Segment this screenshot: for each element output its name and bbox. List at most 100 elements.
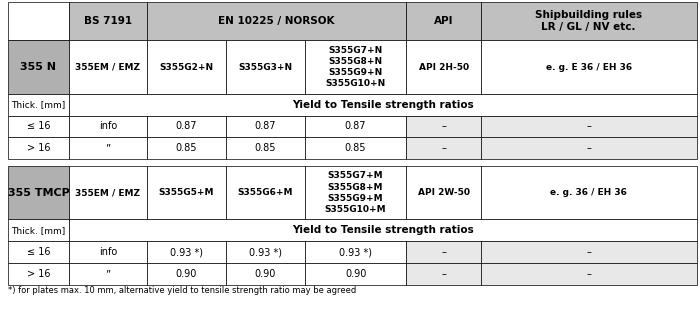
Text: –: – bbox=[441, 122, 446, 131]
Bar bbox=[147, 2, 407, 40]
Text: e. g. 36 / EH 36: e. g. 36 / EH 36 bbox=[550, 188, 627, 197]
Bar bbox=[407, 241, 481, 263]
Bar bbox=[407, 166, 481, 219]
Bar bbox=[69, 166, 147, 219]
Bar bbox=[69, 219, 696, 241]
Text: 0.87: 0.87 bbox=[176, 122, 197, 131]
Bar bbox=[225, 263, 304, 285]
Text: 0.90: 0.90 bbox=[345, 269, 366, 279]
Text: 0.93 *): 0.93 *) bbox=[169, 247, 203, 257]
Bar bbox=[225, 166, 304, 219]
Bar bbox=[407, 137, 481, 159]
Text: –: – bbox=[586, 269, 591, 279]
Text: 0.93 *): 0.93 *) bbox=[339, 247, 372, 257]
Text: 0.85: 0.85 bbox=[176, 143, 197, 153]
Text: 355EM / EMZ: 355EM / EMZ bbox=[76, 63, 141, 71]
Bar bbox=[304, 241, 407, 263]
Text: Thick. [mm]: Thick. [mm] bbox=[11, 226, 66, 235]
Text: info: info bbox=[99, 247, 117, 257]
Bar bbox=[69, 94, 696, 116]
Bar bbox=[69, 241, 147, 263]
Text: Shipbuilding rules
LR / GL / NV etc.: Shipbuilding rules LR / GL / NV etc. bbox=[535, 10, 642, 32]
Bar bbox=[304, 137, 407, 159]
Text: ”: ” bbox=[106, 269, 111, 279]
Text: –: – bbox=[441, 269, 446, 279]
Bar bbox=[481, 241, 696, 263]
Text: S355G6+M: S355G6+M bbox=[237, 188, 293, 197]
Text: ≤ 16: ≤ 16 bbox=[27, 122, 50, 131]
Bar bbox=[481, 116, 696, 137]
Bar bbox=[8, 166, 69, 219]
Text: ≤ 16: ≤ 16 bbox=[27, 247, 50, 257]
Bar bbox=[147, 40, 225, 94]
Text: –: – bbox=[441, 247, 446, 257]
Bar bbox=[481, 137, 696, 159]
Text: API: API bbox=[434, 16, 454, 26]
Bar bbox=[481, 263, 696, 285]
Bar bbox=[147, 241, 225, 263]
Bar bbox=[407, 263, 481, 285]
Text: info: info bbox=[99, 122, 117, 131]
Bar bbox=[147, 137, 225, 159]
Bar bbox=[69, 116, 147, 137]
Text: 355EM / EMZ: 355EM / EMZ bbox=[76, 188, 141, 197]
Bar bbox=[304, 116, 407, 137]
Bar bbox=[69, 2, 147, 40]
Bar bbox=[69, 137, 147, 159]
Text: –: – bbox=[586, 247, 591, 257]
Text: > 16: > 16 bbox=[27, 269, 50, 279]
Text: 0.85: 0.85 bbox=[345, 143, 366, 153]
Bar bbox=[8, 40, 69, 94]
Text: 355 N: 355 N bbox=[20, 62, 57, 72]
Text: 355 TMCP: 355 TMCP bbox=[8, 188, 69, 198]
Text: 0.90: 0.90 bbox=[255, 269, 276, 279]
Bar bbox=[8, 116, 69, 137]
Text: –: – bbox=[586, 122, 591, 131]
Bar bbox=[481, 40, 696, 94]
Text: 0.93 *): 0.93 *) bbox=[248, 247, 281, 257]
Text: BS 7191: BS 7191 bbox=[84, 16, 132, 26]
Text: *) for plates max. 10 mm, alternative yield to tensile strength ratio may be agr: *) for plates max. 10 mm, alternative yi… bbox=[8, 286, 356, 295]
Bar bbox=[8, 241, 69, 263]
Bar bbox=[147, 263, 225, 285]
Text: –: – bbox=[441, 143, 446, 153]
Bar bbox=[147, 116, 225, 137]
Text: EN 10225 / NORSOK: EN 10225 / NORSOK bbox=[218, 16, 335, 26]
Bar bbox=[304, 263, 407, 285]
Text: 0.87: 0.87 bbox=[345, 122, 366, 131]
Bar bbox=[8, 219, 69, 241]
Bar bbox=[69, 40, 147, 94]
Text: ”: ” bbox=[106, 143, 111, 153]
Text: S355G7+N
S355G8+N
S355G9+N
S355G10+N: S355G7+N S355G8+N S355G9+N S355G10+N bbox=[326, 46, 386, 88]
Text: API 2H-50: API 2H-50 bbox=[419, 63, 469, 71]
Bar bbox=[8, 263, 69, 285]
Bar bbox=[407, 40, 481, 94]
Text: S355G5+M: S355G5+M bbox=[158, 188, 214, 197]
Text: e. g. E 36 / EH 36: e. g. E 36 / EH 36 bbox=[545, 63, 631, 71]
Bar bbox=[481, 2, 696, 40]
Text: S355G3+N: S355G3+N bbox=[238, 63, 292, 71]
Text: 0.85: 0.85 bbox=[254, 143, 276, 153]
Text: –: – bbox=[586, 143, 591, 153]
Bar bbox=[407, 116, 481, 137]
Text: 0.87: 0.87 bbox=[254, 122, 276, 131]
Text: > 16: > 16 bbox=[27, 143, 50, 153]
Bar bbox=[225, 137, 304, 159]
Text: API 2W-50: API 2W-50 bbox=[418, 188, 470, 197]
Bar bbox=[8, 137, 69, 159]
Bar bbox=[8, 2, 69, 40]
Text: Yield to Tensile strength ratios: Yield to Tensile strength ratios bbox=[292, 225, 474, 235]
Text: Yield to Tensile strength ratios: Yield to Tensile strength ratios bbox=[292, 100, 474, 110]
Bar bbox=[225, 116, 304, 137]
Text: S355G7+M
S355G8+M
S355G9+M
S355G10+M: S355G7+M S355G8+M S355G9+M S355G10+M bbox=[325, 172, 386, 214]
Text: 0.90: 0.90 bbox=[176, 269, 197, 279]
Bar bbox=[304, 40, 407, 94]
Bar bbox=[69, 263, 147, 285]
Bar bbox=[8, 94, 69, 116]
Bar bbox=[304, 166, 407, 219]
Bar bbox=[225, 241, 304, 263]
Text: Thick. [mm]: Thick. [mm] bbox=[11, 100, 66, 109]
Bar bbox=[147, 166, 225, 219]
Bar bbox=[225, 40, 304, 94]
Bar bbox=[407, 2, 481, 40]
